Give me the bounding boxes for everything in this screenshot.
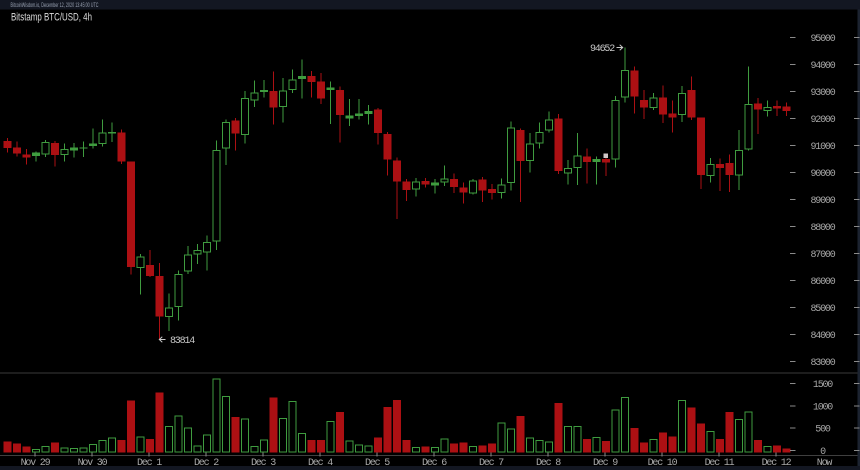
svg-text:Dec 2: Dec 2 <box>194 458 219 469</box>
svg-text:92000: 92000 <box>810 115 835 126</box>
svg-text:Dec 12: Dec 12 <box>762 458 792 469</box>
svg-text:87000: 87000 <box>810 250 835 261</box>
svg-text:1500: 1500 <box>813 380 833 391</box>
svg-text:94652: 94652 <box>590 44 615 55</box>
svg-text:0: 0 <box>820 447 826 458</box>
svg-text:89000: 89000 <box>810 196 835 207</box>
svg-text:93000: 93000 <box>810 88 835 99</box>
svg-text:Dec 11: Dec 11 <box>705 458 735 469</box>
svg-text:Now: Now <box>817 458 833 469</box>
svg-text:84000: 84000 <box>810 331 835 342</box>
svg-text:Dec 5: Dec 5 <box>365 458 390 469</box>
svg-text:Bitstamp BTC/USD, 4h: Bitstamp BTC/USD, 4h <box>11 12 92 24</box>
svg-text:BitcoinWisdom.io, December 12,: BitcoinWisdom.io, December 12, 2020 13:4… <box>11 3 99 9</box>
svg-text:91000: 91000 <box>810 142 835 153</box>
svg-text:Dec 6: Dec 6 <box>422 458 447 469</box>
svg-text:500: 500 <box>815 425 831 436</box>
svg-text:85000: 85000 <box>810 304 835 315</box>
svg-text:Dec 4: Dec 4 <box>308 458 333 469</box>
svg-text:Nov 30: Nov 30 <box>78 458 108 469</box>
svg-text:Nov 29: Nov 29 <box>21 458 51 469</box>
svg-text:Dec 3: Dec 3 <box>251 458 276 469</box>
svg-text:88000: 88000 <box>810 223 835 234</box>
svg-text:1000: 1000 <box>813 403 833 414</box>
svg-text:Dec 8: Dec 8 <box>536 458 561 469</box>
svg-text:83000: 83000 <box>810 358 835 369</box>
svg-text:Dec 10: Dec 10 <box>648 458 678 469</box>
svg-text:Dec 7: Dec 7 <box>479 458 504 469</box>
svg-text:Dec 9: Dec 9 <box>593 458 618 469</box>
svg-text:86000: 86000 <box>810 277 835 288</box>
svg-text:Dec 1: Dec 1 <box>137 458 162 469</box>
svg-text:94000: 94000 <box>810 61 835 72</box>
svg-text:90000: 90000 <box>810 169 835 180</box>
svg-text:83814: 83814 <box>170 336 195 347</box>
svg-text:95000: 95000 <box>810 34 835 45</box>
